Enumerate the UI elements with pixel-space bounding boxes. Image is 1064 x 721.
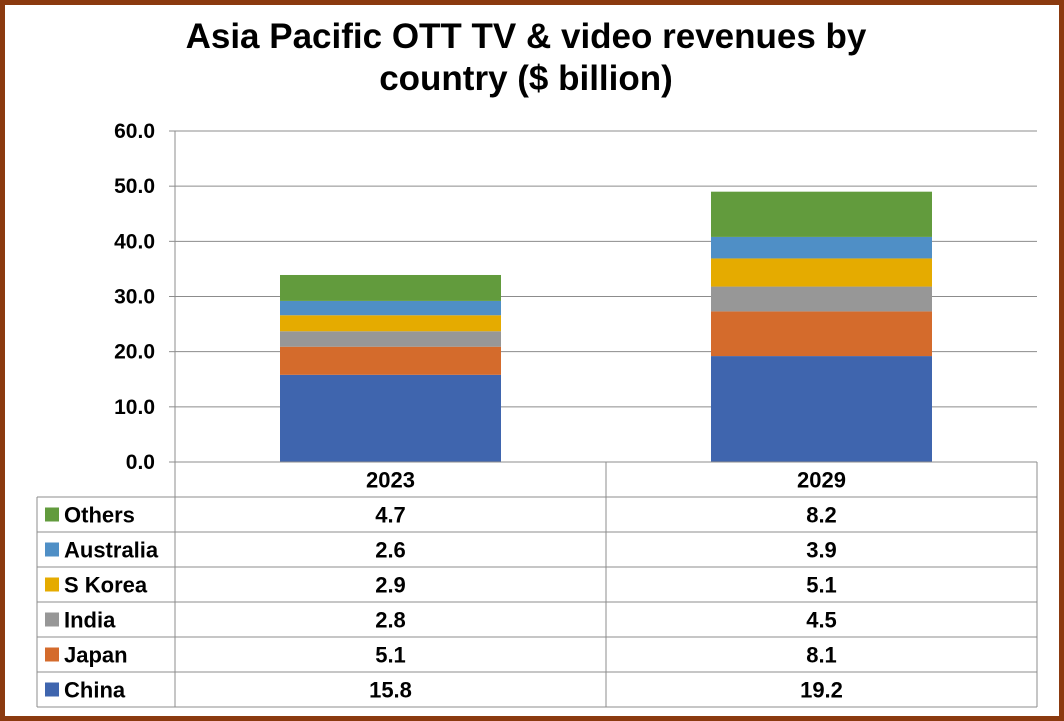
bar-india-2023: [280, 331, 501, 347]
legend-label: S Korea: [64, 573, 148, 598]
bar-s-korea-2029: [711, 258, 932, 287]
data-label: 2.6: [375, 538, 406, 563]
data-label: 5.1: [375, 643, 406, 668]
legend-swatch-others: [45, 507, 59, 522]
data-label: 2.8: [375, 608, 406, 633]
y-tick-label: 0.0: [126, 451, 155, 474]
legend-label: Australia: [64, 538, 159, 563]
bar-china-2029: [711, 356, 932, 462]
bar-japan-2029: [711, 311, 932, 357]
data-label: 4.7: [375, 503, 406, 528]
legend-swatch-india: [45, 612, 59, 627]
chart-title-line-2: country ($ billion): [379, 59, 673, 98]
x-category-label: 2023: [366, 468, 415, 493]
data-label: 19.2: [800, 678, 843, 703]
data-label: 15.8: [369, 678, 412, 703]
y-tick-label: 20.0: [114, 341, 155, 364]
y-tick-label: 40.0: [114, 230, 155, 253]
legend-swatch-china: [45, 682, 59, 697]
data-label: 4.5: [806, 608, 837, 633]
bar-others-2023: [280, 274, 501, 301]
chart-title: Asia Pacific OTT TV & video revenues by …: [0, 16, 1052, 100]
bar-others-2029: [711, 191, 932, 237]
bar-australia-2023: [280, 300, 501, 316]
y-tick-label: 30.0: [114, 286, 155, 309]
x-category-label: 2029: [797, 468, 846, 493]
bar-japan-2023: [280, 346, 501, 375]
legend-label: China: [64, 678, 126, 703]
legend-label: Japan: [64, 643, 128, 668]
data-label: 8.1: [806, 643, 837, 668]
y-tick-label: 10.0: [114, 396, 155, 419]
bar-australia-2029: [711, 236, 932, 259]
legend-swatch-s-korea: [45, 577, 59, 592]
bar-china-2023: [280, 374, 501, 462]
legend-label: India: [64, 608, 116, 633]
legend-swatch-australia: [45, 542, 59, 557]
data-label: 8.2: [806, 503, 837, 528]
y-tick-label: 60.0: [114, 120, 155, 143]
data-label: 3.9: [806, 538, 837, 563]
legend-label: Others: [64, 503, 135, 528]
chart-title-line-1: Asia Pacific OTT TV & video revenues by: [185, 17, 867, 56]
y-tick-label: 50.0: [114, 175, 155, 198]
bar-s-korea-2023: [280, 315, 501, 332]
data-label: 5.1: [806, 573, 837, 598]
legend-swatch-japan: [45, 647, 59, 662]
bar-india-2029: [711, 286, 932, 312]
data-label: 2.9: [375, 573, 406, 598]
